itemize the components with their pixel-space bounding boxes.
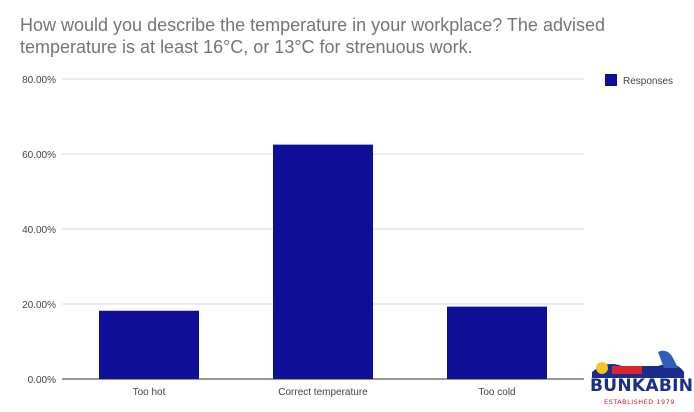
- logo-tagline: ESTABLISHED 1979: [604, 398, 675, 406]
- x-axis-ticks: Too hot Correct temperature Too cold: [133, 387, 516, 398]
- y-tick-label: 80.00%: [22, 75, 56, 86]
- y-tick-label: 20.00%: [22, 300, 56, 311]
- bar: [447, 306, 547, 379]
- y-axis-ticks: 0.00% 20.00% 40.00% 60.00% 80.00%: [22, 75, 56, 386]
- bar: [273, 144, 373, 379]
- bunkabin-logo: BUNKABIN ESTABLISHED 1979: [588, 346, 693, 410]
- x-tick-label: Too cold: [478, 387, 515, 398]
- legend-label: Responses: [623, 76, 673, 87]
- x-tick-label: Too hot: [133, 387, 166, 398]
- bar: [99, 310, 199, 379]
- legend: Responses: [605, 74, 673, 87]
- bars: [99, 144, 547, 379]
- y-tick-label: 40.00%: [22, 225, 56, 236]
- y-tick-label: 0.00%: [28, 375, 56, 386]
- chart-title: How would you describe the temperature i…: [20, 15, 605, 57]
- logo-wordmark: BUNKABIN: [590, 376, 694, 396]
- y-tick-label: 60.00%: [22, 150, 56, 161]
- sleeping-figure-icon: [592, 350, 684, 378]
- x-tick-label: Correct temperature: [278, 387, 368, 398]
- legend-swatch: [605, 74, 617, 86]
